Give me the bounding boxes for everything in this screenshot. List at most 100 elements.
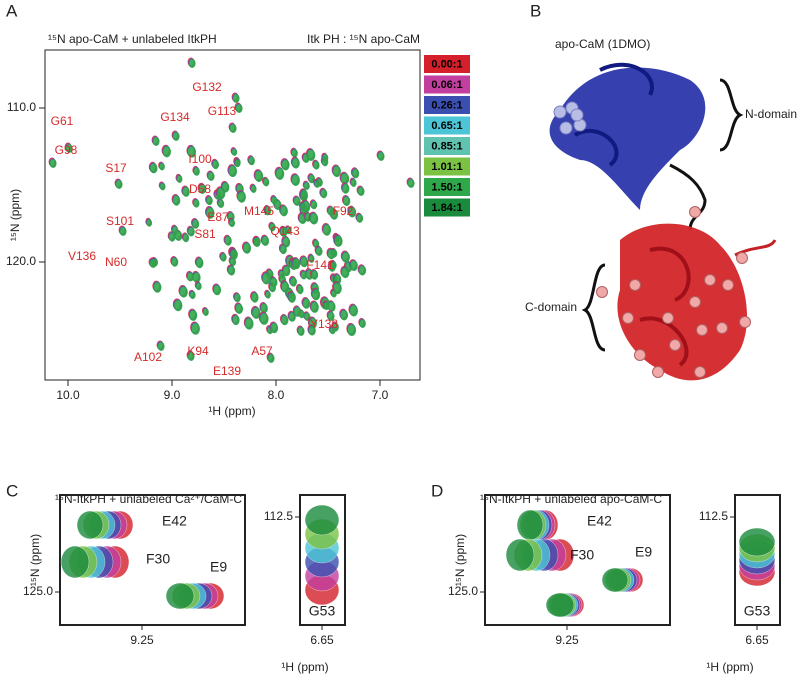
y-tick-label: 120.0	[6, 254, 36, 268]
peak-contour	[176, 175, 183, 183]
peak-contour	[308, 255, 315, 263]
peak-contour	[280, 205, 288, 217]
peak-contour	[153, 282, 162, 293]
peak-contour	[192, 272, 201, 283]
peak-contour	[149, 258, 157, 269]
legend-swatch	[424, 198, 470, 217]
peak-contour	[313, 161, 320, 170]
peak-contour	[237, 191, 246, 203]
peak-label: G98	[55, 143, 78, 157]
peak-label: E139	[213, 364, 241, 378]
peak-contour	[212, 160, 220, 170]
y-axis-label: ¹⁵N (ppm)	[453, 534, 467, 586]
peak-contour	[168, 232, 176, 242]
residue-sphere	[696, 324, 708, 336]
residue-sphere	[570, 108, 584, 122]
residue-sphere	[559, 121, 573, 135]
peak-contour	[165, 582, 195, 610]
peak-contour	[60, 545, 90, 579]
peak-contour	[300, 256, 309, 268]
peak-contour	[310, 200, 318, 210]
peak-contour	[302, 298, 311, 309]
peak-contour	[172, 195, 181, 206]
y-tick-label: 112.5	[699, 509, 728, 523]
peak-contour	[152, 136, 160, 147]
peak-label: I100	[188, 152, 212, 166]
peak-contour	[332, 322, 339, 332]
peak-contour	[292, 157, 300, 169]
y-axis-label: ¹⁵N (ppm)	[28, 534, 42, 586]
peak-contour	[187, 146, 197, 158]
ratio-title: Itk PH : ¹⁵N apo-CaM	[307, 32, 420, 46]
peak-label: Y138	[310, 317, 338, 331]
peak-contour	[234, 293, 241, 303]
residue-sphere	[689, 206, 701, 218]
legend-label: 1.84:1	[431, 202, 462, 214]
peak-contour	[221, 182, 230, 193]
peak-contour	[312, 289, 321, 301]
peak-contour	[182, 233, 190, 243]
peak-contour	[302, 153, 310, 164]
peak-contour	[278, 270, 285, 279]
peak-contour	[227, 265, 236, 276]
peak-contour	[505, 538, 535, 572]
peak-contour	[310, 302, 319, 313]
peak-contour	[229, 123, 237, 134]
peak-label: Q143	[270, 224, 300, 238]
x-tick-label: 9.25	[130, 633, 154, 647]
peak-contour	[327, 206, 335, 217]
peak-contour	[350, 179, 357, 187]
peak-contour	[213, 284, 222, 296]
residue-sphere	[652, 366, 664, 378]
peak-contour	[230, 249, 238, 260]
peak-contour	[260, 303, 268, 314]
panel-label: B	[530, 1, 541, 20]
peak-label: F141	[306, 258, 334, 272]
peak-label: G113	[208, 104, 237, 118]
peak-contour	[251, 292, 259, 303]
peak-contour	[234, 159, 241, 168]
peak-contour	[300, 202, 306, 211]
legend-label: 1.01:1	[431, 161, 462, 173]
peak-contour	[322, 154, 329, 163]
peak-contour	[262, 272, 271, 285]
residue-sphere	[704, 274, 716, 286]
peak-contour	[188, 58, 196, 69]
peak-label: E42	[587, 513, 612, 529]
peak-contour	[157, 341, 165, 352]
peak-contour	[323, 301, 330, 311]
peak-contour	[738, 527, 776, 557]
peak-label: V136	[68, 249, 96, 263]
peak-contour	[297, 285, 304, 295]
peak-contour	[265, 291, 271, 299]
peak-contour	[358, 265, 367, 276]
peak-contour	[275, 168, 285, 180]
peak-contour	[327, 249, 336, 260]
peak-contour	[343, 196, 351, 207]
peak-contour	[159, 182, 166, 191]
residue-sphere	[553, 105, 567, 119]
peak-contour	[217, 199, 225, 209]
peak-contour	[162, 146, 171, 158]
peak-contour	[146, 219, 153, 227]
peak-contour	[311, 270, 319, 280]
x-axis-label: ¹H (ppm)	[208, 404, 255, 418]
peak-contour	[172, 131, 180, 142]
peak-contour	[115, 179, 123, 190]
peak-contour	[49, 158, 57, 169]
domain-label: N-domain	[745, 107, 797, 121]
peak-contour	[150, 163, 158, 174]
peak-contour	[187, 351, 195, 362]
peak-contour	[328, 262, 336, 272]
y-tick-label: 110.0	[7, 100, 36, 114]
peak-contour	[293, 196, 301, 207]
peak-contour	[297, 326, 305, 337]
residue-sphere	[716, 322, 728, 334]
peak-contour	[309, 213, 319, 225]
peak-contour	[352, 168, 360, 179]
peak-contour	[308, 325, 316, 336]
peak-contour	[356, 214, 364, 223]
peak-contour	[206, 196, 213, 206]
peak-contour	[350, 260, 358, 272]
peak-contour	[349, 305, 359, 317]
